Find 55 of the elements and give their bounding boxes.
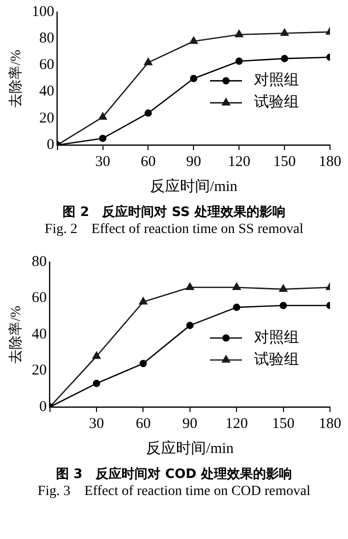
x-tick-label: 30 <box>95 154 110 170</box>
x-tick-label: 180 <box>318 154 342 170</box>
point <box>280 28 289 36</box>
point <box>280 54 288 62</box>
point <box>140 360 147 368</box>
x-tick-label: 150 <box>273 154 296 170</box>
y-tick-label: 60 <box>39 57 54 74</box>
y-axis-title: 去除率/% <box>8 305 24 364</box>
x-tick-label: 90 <box>182 416 198 432</box>
point <box>235 58 243 65</box>
y-tick-label: 100 <box>32 4 54 20</box>
x-tick-label: 150 <box>272 416 295 432</box>
y-tick-label: 40 <box>39 84 54 100</box>
x-tick-label: 60 <box>136 416 151 432</box>
y-axis-title: 去除率/% <box>8 49 24 108</box>
legend-label: 试验组 <box>254 94 299 111</box>
point <box>186 322 194 330</box>
text: 图 3 反应时间对 COD 处理效果的影响 <box>54 466 293 483</box>
x-tick-label: 90 <box>186 154 202 170</box>
point <box>92 380 100 388</box>
x-tick-label: 30 <box>89 416 104 432</box>
point <box>279 284 288 292</box>
point <box>232 304 240 311</box>
point <box>98 112 107 120</box>
point <box>92 352 101 359</box>
y-tick-label: 20 <box>32 362 47 379</box>
point <box>99 134 106 142</box>
text: Fig. 2 Effect of reaction time on SS removal <box>44 221 304 238</box>
point <box>139 297 148 305</box>
legend-label: 对照组 <box>254 328 299 346</box>
point <box>280 302 287 310</box>
y-tick-label: 20 <box>39 110 54 126</box>
y-tick-label: 0 <box>46 136 54 153</box>
point <box>144 58 152 66</box>
point <box>232 282 241 290</box>
point <box>190 36 198 44</box>
x-tick-label: 60 <box>140 154 156 170</box>
x-axis-title: 反应时间/min <box>150 178 238 195</box>
y-tick-label: 80 <box>32 254 47 270</box>
text: Fig. 3 Effect of reaction time on COD removal <box>36 483 312 500</box>
text: 图 2 反应时间对 SS 处理效果的影响 <box>62 204 286 221</box>
y-tick-label: 60 <box>32 290 47 306</box>
legend-label: 试验组 <box>254 350 299 368</box>
x-tick-label: 120 <box>225 416 248 432</box>
point <box>144 109 152 117</box>
legend-label: 对照组 <box>254 72 299 89</box>
point <box>234 30 244 38</box>
y-tick-label: 80 <box>39 30 54 47</box>
x-tick-label: 180 <box>318 416 342 432</box>
x-axis-title: 反应时间/min <box>146 440 234 457</box>
point <box>190 74 198 82</box>
y-tick-label: 0 <box>39 398 47 415</box>
x-tick-label: 120 <box>228 154 250 170</box>
point <box>186 282 194 290</box>
y-tick-label: 40 <box>32 326 47 342</box>
